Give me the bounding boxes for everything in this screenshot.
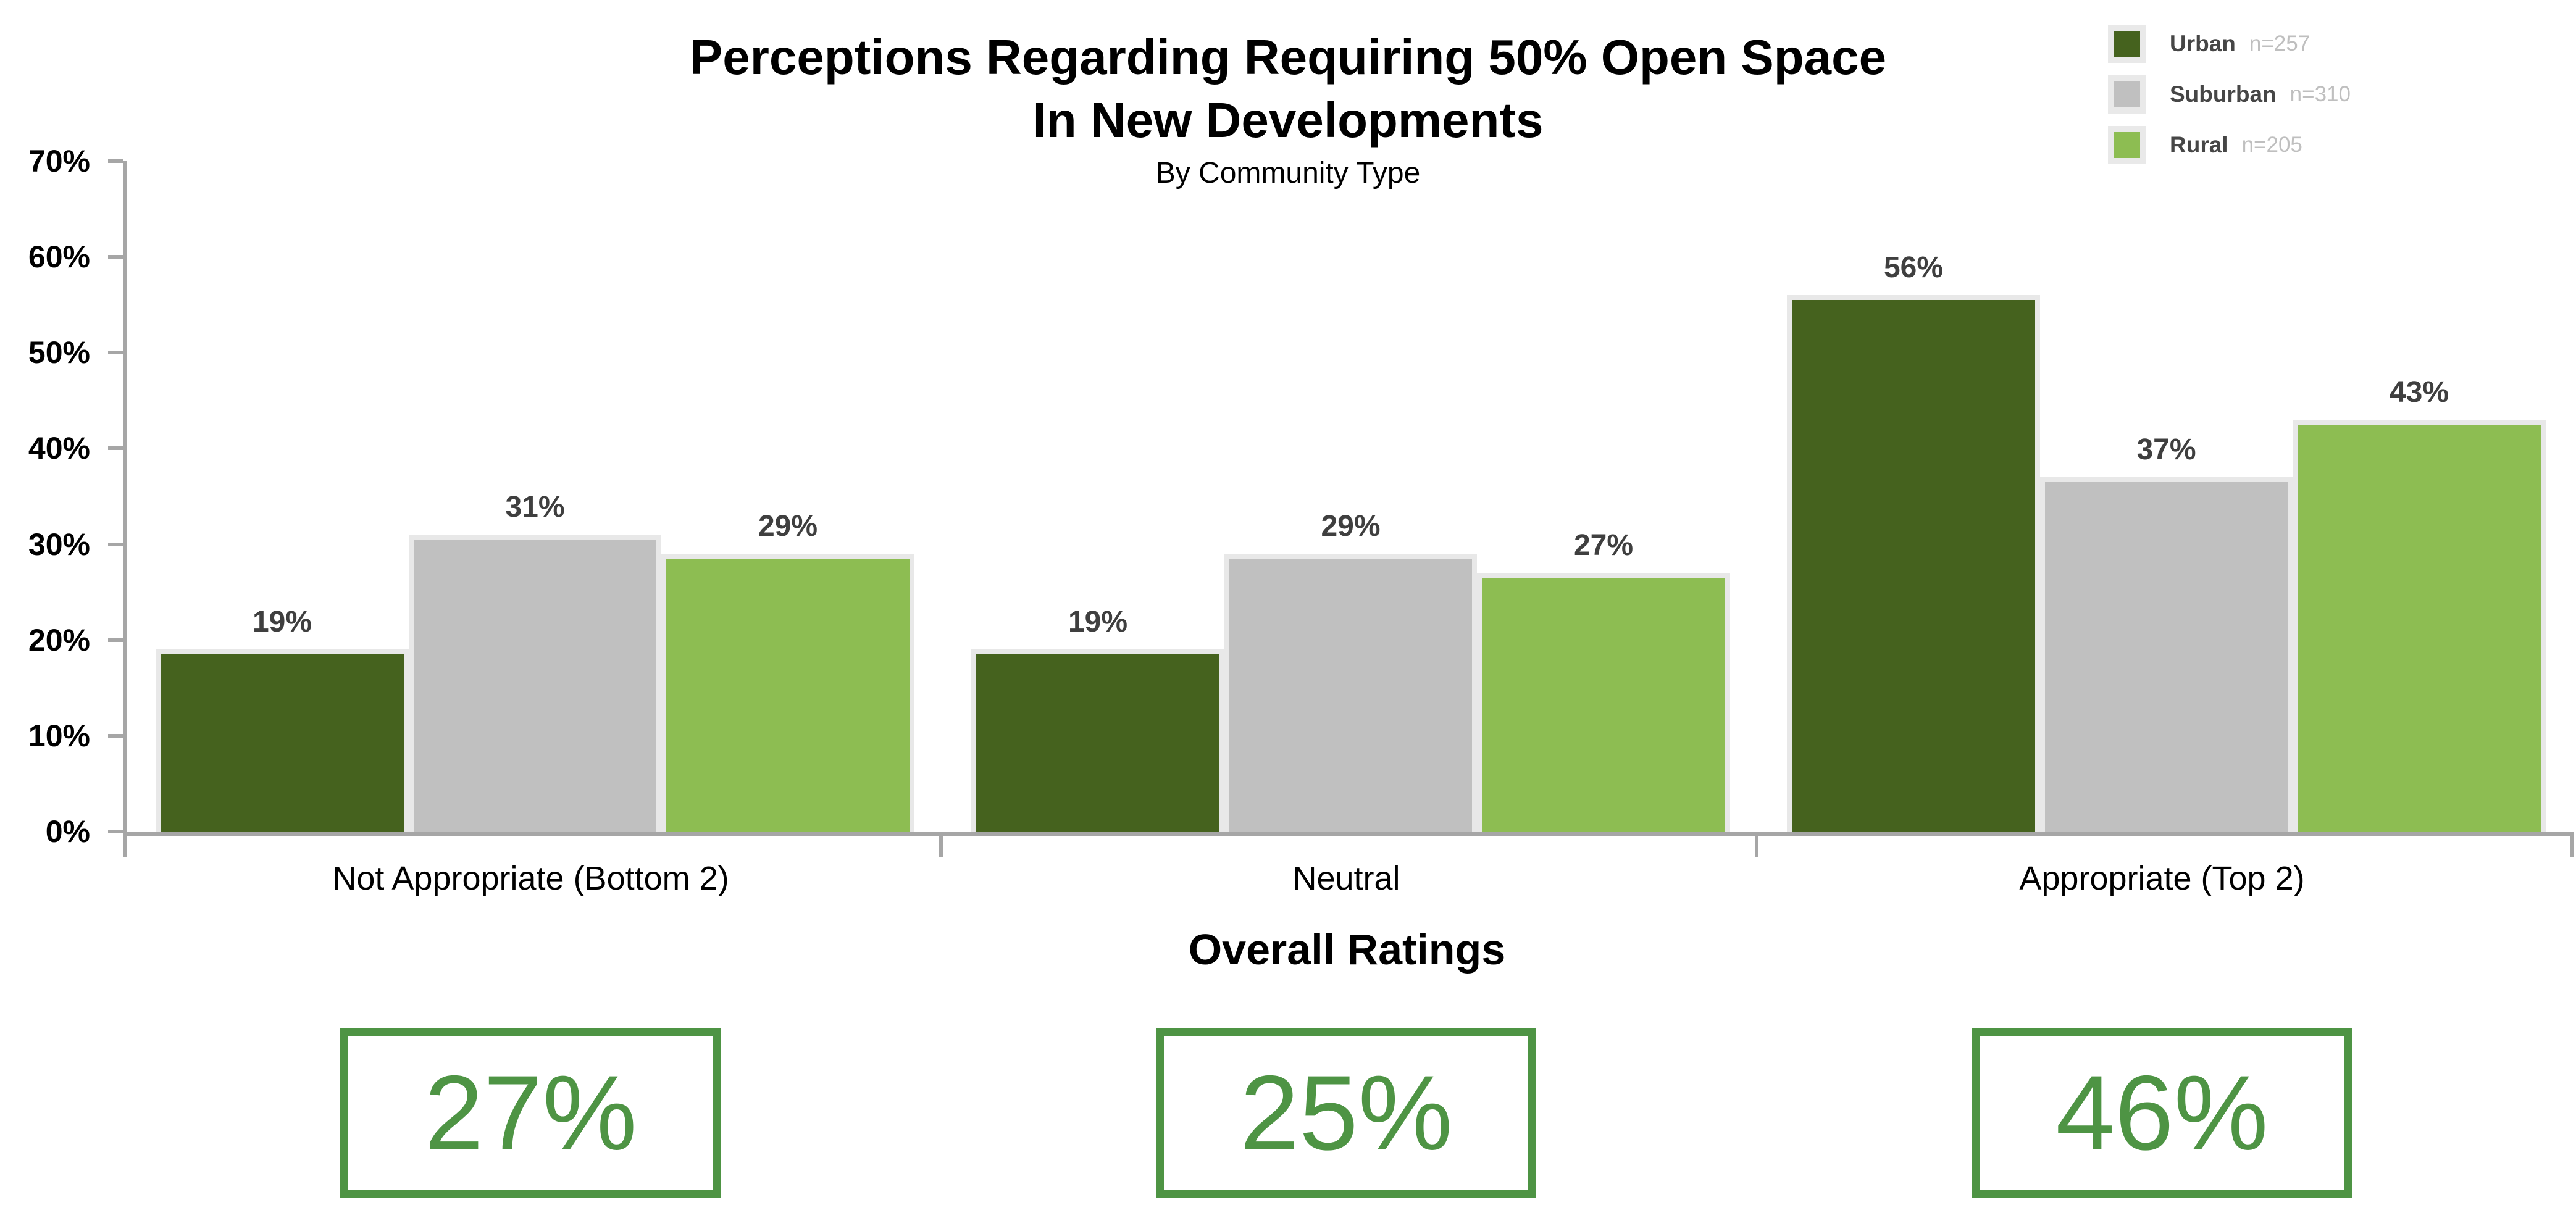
y-axis-tick [108,446,123,451]
chart-title-line2: In New Developments [1032,93,1544,148]
rating-box-appropriate-top-2: 46% [1972,1028,2352,1198]
bar-rural-neutral [1477,573,1730,832]
y-axis-tick [108,351,123,355]
x-axis-tick [2570,836,2574,857]
rating-value: 46% [2055,1054,2269,1172]
y-axis-tick [108,255,123,259]
legend: Urban n=257 Suburban n=310 Rural n=205 [2108,25,2351,164]
bar-suburban-not-appropriate-bottom-2 [408,535,662,832]
legend-sample-size: n=310 [2290,82,2351,106]
bar-value-label: 56% [1883,251,1944,285]
rating-value: 25% [1240,1054,1453,1172]
bar-group-neutral: 19% 29% 27% [943,161,1758,832]
bar-value-label: 37% [2136,433,2196,466]
category-label-neutral: Neutral [1292,860,1400,897]
plot-area: 19% 31% 29% 19% 29% 27% 56% 37% 43% [108,159,2574,857]
bar-value-label: 29% [1321,510,1381,543]
y-axis-label: 30% [28,527,90,562]
x-axis-tick [939,836,943,857]
y-axis-label: 20% [28,622,90,657]
bar-slot-urban: 19% [971,161,1224,832]
bar-urban-neutral [971,649,1224,832]
y-axis-label: 70% [28,144,90,178]
legend-label: Suburban [2170,81,2277,107]
rating-cell-not-appropriate-bottom-2: 27% [123,1028,939,1198]
y-axis-label: 10% [28,718,90,753]
bar-suburban-appropriate-top-2 [2039,477,2293,832]
x-axis-origin-tick [123,836,127,857]
y-axis-label: 0% [45,814,90,849]
category-label-not-appropriate-bottom-2: Not Appropriate (Bottom 2) [332,860,729,897]
y-axis-label: 50% [28,335,90,370]
y-axis-label: 60% [28,240,90,275]
bar-slot-rural: 27% [1477,161,1730,832]
bar-value-label: 19% [252,606,312,639]
bar-slot-urban: 19% [156,161,409,832]
bar-slot-rural: 29% [661,161,914,832]
chart-header: Perceptions Regarding Requiring 50% Open… [0,26,2576,190]
legend-item-urban: Urban n=257 [2108,25,2351,63]
x-axis-tick [1754,836,1758,857]
rating-cell-appropriate-top-2: 46% [1754,1028,2570,1198]
legend-label: Rural [2170,132,2228,157]
y-axis-tick [108,830,123,833]
rating-box-neutral: 25% [1156,1028,1537,1198]
bar-urban-not-appropriate-bottom-2 [156,649,409,832]
y-axis-labels: 0% 10% 20% 30% 40% 50% 60% 70% [0,144,90,849]
legend-sample-size: n=205 [2241,133,2302,157]
y-axis-tick [108,159,123,163]
bar-rural-appropriate-top-2 [2293,419,2546,832]
bar-slot-suburban: 29% [1224,161,1478,832]
y-axis-tick [108,733,123,738]
legend-item-rural: Rural n=205 [2108,126,2351,164]
bar-slot-suburban: 37% [2039,161,2293,832]
rating-cell-neutral: 25% [939,1028,1754,1198]
bar-suburban-neutral [1224,554,1478,832]
bar-slot-rural: 43% [2293,161,2546,832]
bar-value-label: 27% [1573,529,1634,562]
x-axis-category-labels: Not Appropriate (Bottom 2) Neutral Appropr… [123,859,2570,903]
rating-box-not-appropriate-bottom-2: 27% [340,1028,721,1198]
legend-sample-size: n=257 [2249,31,2310,56]
y-axis-tick [108,542,123,546]
legend-swatch-urban [2108,25,2146,63]
legend-swatch-rural [2108,126,2146,164]
legend-swatch-suburban [2108,75,2146,114]
chart-subtitle: By Community Type [1155,156,1421,190]
legend-label: Urban [2170,31,2236,56]
chart-title-line1: Perceptions Regarding Requiring 50% Open… [689,30,1887,85]
category-label-appropriate-top-2: Appropriate (Top 2) [2019,860,2305,897]
legend-item-suburban: Suburban n=310 [2108,75,2351,114]
y-axis-tick [108,638,123,642]
bar-group-appropriate-top-2: 56% 37% 43% [1758,161,2574,832]
bar-value-label: 31% [505,491,565,524]
bar-slot-urban: 56% [1787,161,2040,832]
rating-value: 27% [424,1054,637,1172]
bar-value-label: 43% [2389,375,2449,409]
overall-ratings-boxes: 27% 25% 46% [123,1028,2570,1198]
bar-value-label: 19% [1068,606,1128,639]
bar-group-not-appropriate-bottom-2: 19% 31% 29% [127,161,943,832]
bar-urban-appropriate-top-2 [1787,295,2040,832]
bar-value-label: 29% [758,510,818,543]
bar-rural-not-appropriate-bottom-2 [661,554,914,832]
overall-ratings-title: Overall Ratings [1188,925,1506,974]
y-axis-label: 40% [28,431,90,466]
bar-slot-suburban: 31% [408,161,662,832]
